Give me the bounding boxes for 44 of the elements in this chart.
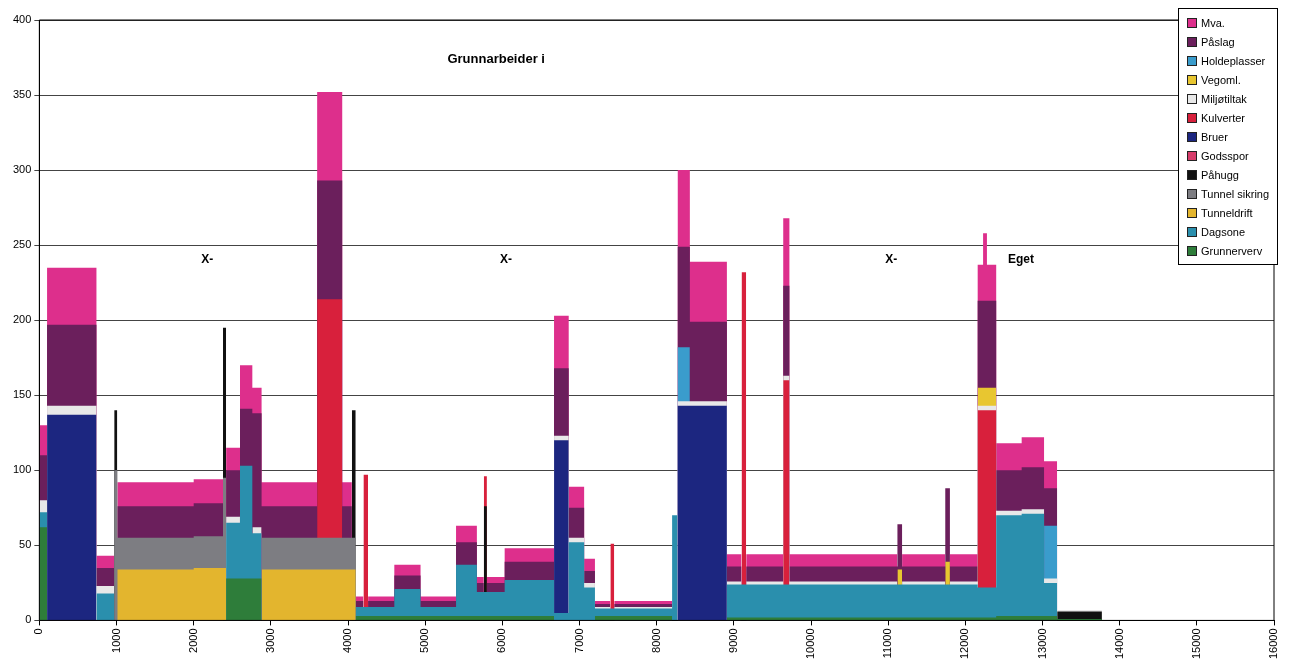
legend-label: Godsspor <box>1201 149 1249 162</box>
annotation: X- <box>885 252 898 267</box>
text: Grunnarbeider i <box>447 50 545 66</box>
x-tick-label: 4000 <box>341 628 354 653</box>
legend-label: Bruer <box>1201 130 1228 143</box>
y-tick-label: 250 <box>12 238 32 251</box>
y-tick-label: 50 <box>19 538 32 551</box>
legend-label: Dagsone <box>1201 225 1246 238</box>
legend-label: Vegoml. <box>1201 73 1241 86</box>
legend-label: Holdeplasser <box>1201 54 1266 67</box>
annotation: Eget <box>1007 252 1034 267</box>
legend-label: Tunnel sikring <box>1201 187 1270 200</box>
y-tick-label: 300 <box>12 163 32 176</box>
y-tick-label: 350 <box>12 88 32 101</box>
x-tick-label: 0 <box>32 628 45 635</box>
x-tick-label: 16000 <box>1267 628 1280 660</box>
legend-label: Grunnerverv <box>1201 244 1263 257</box>
x-tick-label: 7000 <box>572 628 585 653</box>
x-tick-label: 1000 <box>109 628 122 653</box>
x-tick-label: 15000 <box>1189 628 1202 660</box>
x-tick-label: 5000 <box>418 628 431 653</box>
annotation: X- <box>201 252 214 267</box>
x-tick-label: 10000 <box>804 628 817 660</box>
legend-label: Miljøtiltak <box>1201 92 1247 105</box>
x-tick-label: 6000 <box>495 628 508 653</box>
x-tick-label: 8000 <box>649 628 662 653</box>
y-tick-label: 150 <box>12 388 32 401</box>
y-tick-label: 400 <box>12 13 32 26</box>
legend-label: Tunneldrift <box>1201 206 1253 219</box>
annotation: X- <box>500 252 513 267</box>
x-tick-label: 2000 <box>186 628 199 653</box>
x-tick-label: 3000 <box>263 628 276 653</box>
y-tick-label: 0 <box>25 613 32 626</box>
x-tick-label: 14000 <box>1112 628 1125 660</box>
x-tick-label: 12000 <box>958 628 971 660</box>
x-tick-label: 13000 <box>1035 628 1048 660</box>
legend-label: Påhugg <box>1201 168 1239 181</box>
y-tick-label: 100 <box>12 463 32 476</box>
legend-label: Mva. <box>1201 16 1225 29</box>
legend-label: Påslag <box>1201 35 1235 48</box>
y-tick-label: 200 <box>12 313 32 326</box>
x-tick-label: 11000 <box>881 628 894 659</box>
x-tick-label: 9000 <box>726 628 739 653</box>
legend-label: Kulverter <box>1201 111 1246 124</box>
